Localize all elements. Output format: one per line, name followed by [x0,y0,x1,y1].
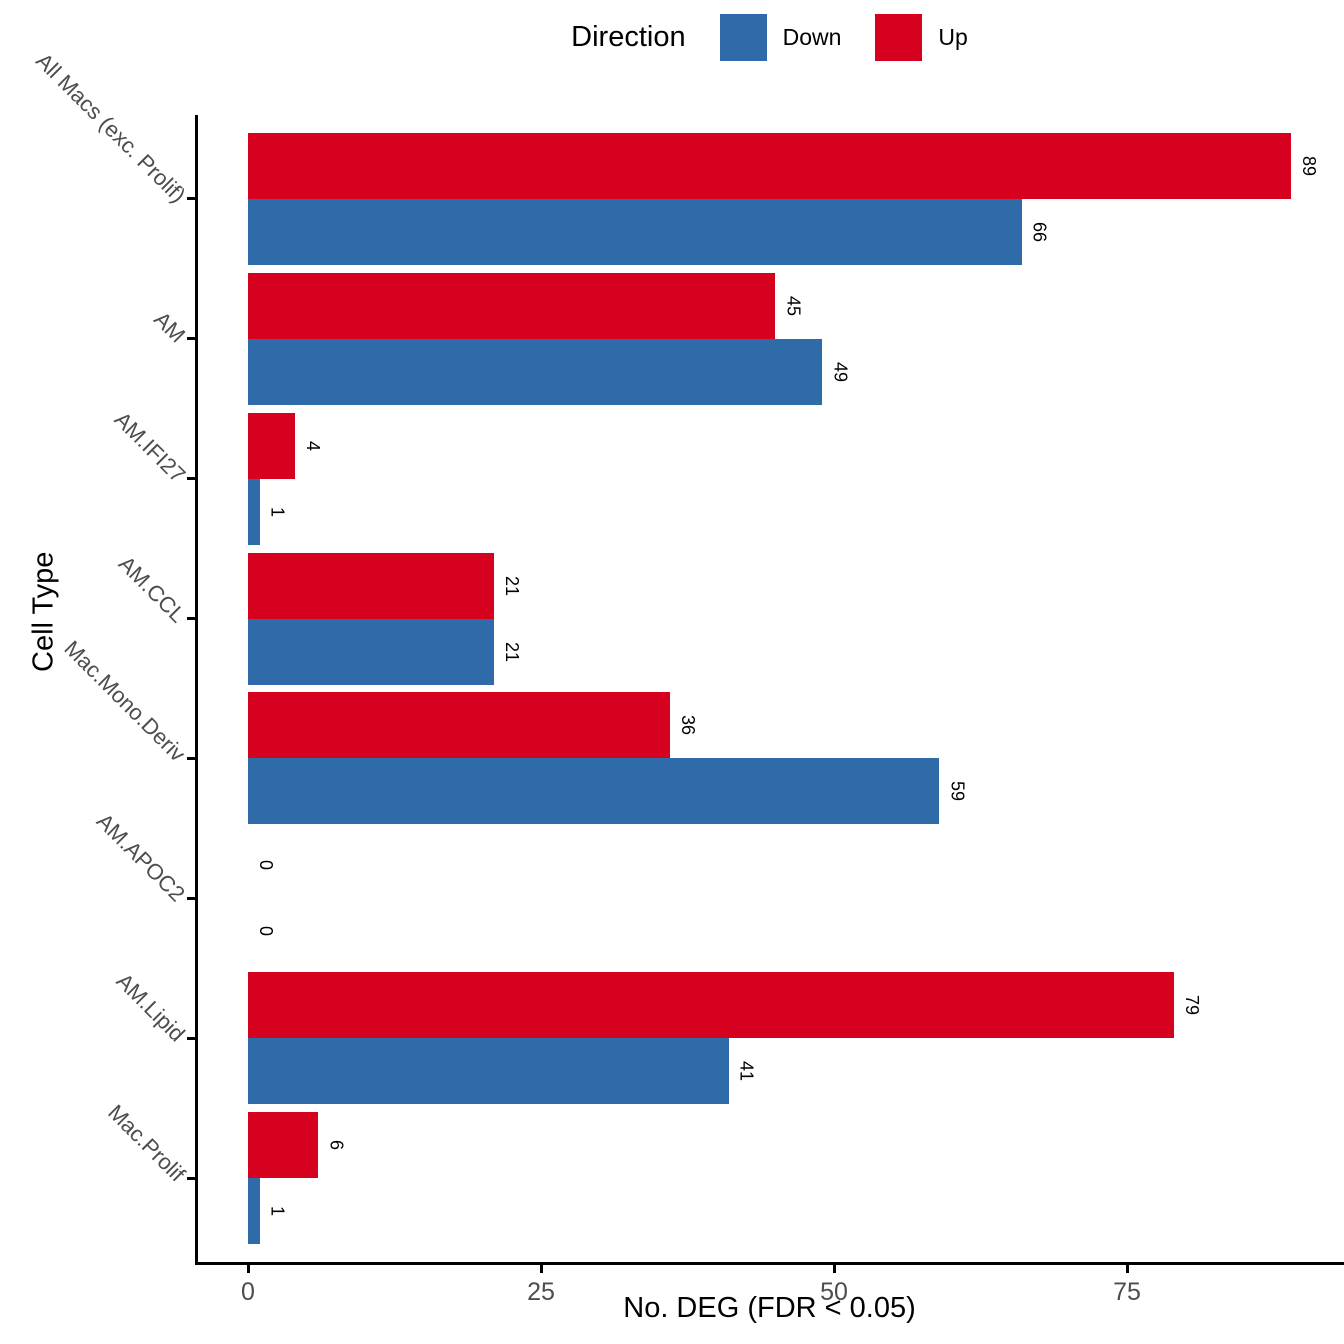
bar-up-AM.CCL [248,552,495,619]
y-tick [187,1036,195,1040]
y-axis-label-AM.CCL: AM.CCL [113,550,191,628]
bar-value-up-AM.Lipid: 79 [1181,995,1202,1016]
bar-value-down-AM.IFI27: 1 [267,506,288,517]
y-axis-label-AM.APOC2: AM.APOC2 [92,808,191,907]
bar-up-Mac.Prolif [248,1112,319,1179]
x-tick-label: 25 [527,1278,555,1306]
y-tick [187,197,195,201]
up-color-swatch-icon [875,14,923,61]
legend: Direction Down Up [195,14,1344,61]
legend-label-up: Up [938,24,968,50]
x-tick-label: 75 [1113,1278,1141,1306]
bar-down-AM.CCL [248,618,495,685]
bar-down-AM.IFI27 [248,478,260,545]
bar-down-All Macs (exc. Prolif) [248,198,1022,265]
y-axis-label-AM.IFI27: AM.IFI27 [109,406,191,488]
bar-up-AM [248,272,776,339]
plot-panel: 89 66 All Macs (exc. Prolif) 45 49 AM 4 1 AM.IFI… [31,48,1344,1306]
legend-item-up: Up [875,14,968,61]
legend-label-down: Down [782,24,842,50]
y-axis-label-AM: AM [149,306,191,348]
bar-value-down-Mac.Mono.Deriv: 59 [947,781,968,802]
bar-value-down-All Macs (exc. Prolif): 66 [1029,221,1050,242]
x-tick [1125,1265,1129,1273]
bar-up-AM.Lipid [248,972,1174,1039]
x-tick [246,1265,250,1273]
bar-value-down-AM.Lipid: 41 [736,1061,757,1082]
bar-value-up-AM.IFI27: 4 [302,440,323,451]
bar-value-up-Mac.Mono.Deriv: 36 [677,715,698,736]
bar-value-up-AM.CCL: 21 [502,575,523,596]
x-tick [539,1265,543,1273]
bar-value-down-Mac.Prolif: 1 [267,1206,288,1217]
y-axis-title: Cell Type [27,551,60,672]
bar-up-All Macs (exc. Prolif) [248,132,1292,199]
x-axis-title: No. DEG (FDR < 0.05) [623,1292,916,1324]
y-tick [187,617,195,621]
bar-down-Mac.Prolif [248,1178,260,1245]
y-axis-label-AM.Lipid: AM.Lipid [111,968,191,1047]
y-tick [187,896,195,900]
x-tick-label: 0 [241,1278,255,1306]
y-axis-label-Mac.Mono.Deriv: Mac.Mono.Deriv [59,635,191,767]
bar-down-AM [248,338,823,405]
bar-up-AM.IFI27 [248,412,295,479]
x-tick [832,1265,836,1273]
bar-down-AM.Lipid [248,1038,729,1105]
y-tick [187,477,195,481]
y-tick [187,756,195,760]
bar-up-Mac.Mono.Deriv [248,692,670,759]
bar-value-up-AM.APOC2: 0 [256,860,276,871]
bar-value-down-AM.CCL: 21 [502,641,523,662]
bar-value-down-AM: 49 [830,361,851,382]
x-tick-label: 50 [820,1278,848,1306]
bar-value-up-All Macs (exc. Prolif): 89 [1299,155,1320,176]
y-tick [187,1176,195,1180]
legend-title: Direction [571,21,686,53]
bar-value-up-Mac.Prolif: 6 [326,1140,347,1151]
y-axis-label-Mac.Prolif: Mac.Prolif [103,1099,191,1187]
y-axis-label-All Macs (exc. Prolif): All Macs (exc. Prolif) [30,47,191,208]
bar-value-down-AM.APOC2: 0 [256,926,276,937]
bar-value-up-AM: 45 [783,295,804,316]
legend-item-down: Down [719,14,842,61]
bar-down-Mac.Mono.Deriv [248,758,940,825]
down-color-swatch-icon [719,14,767,61]
y-tick [187,337,195,341]
